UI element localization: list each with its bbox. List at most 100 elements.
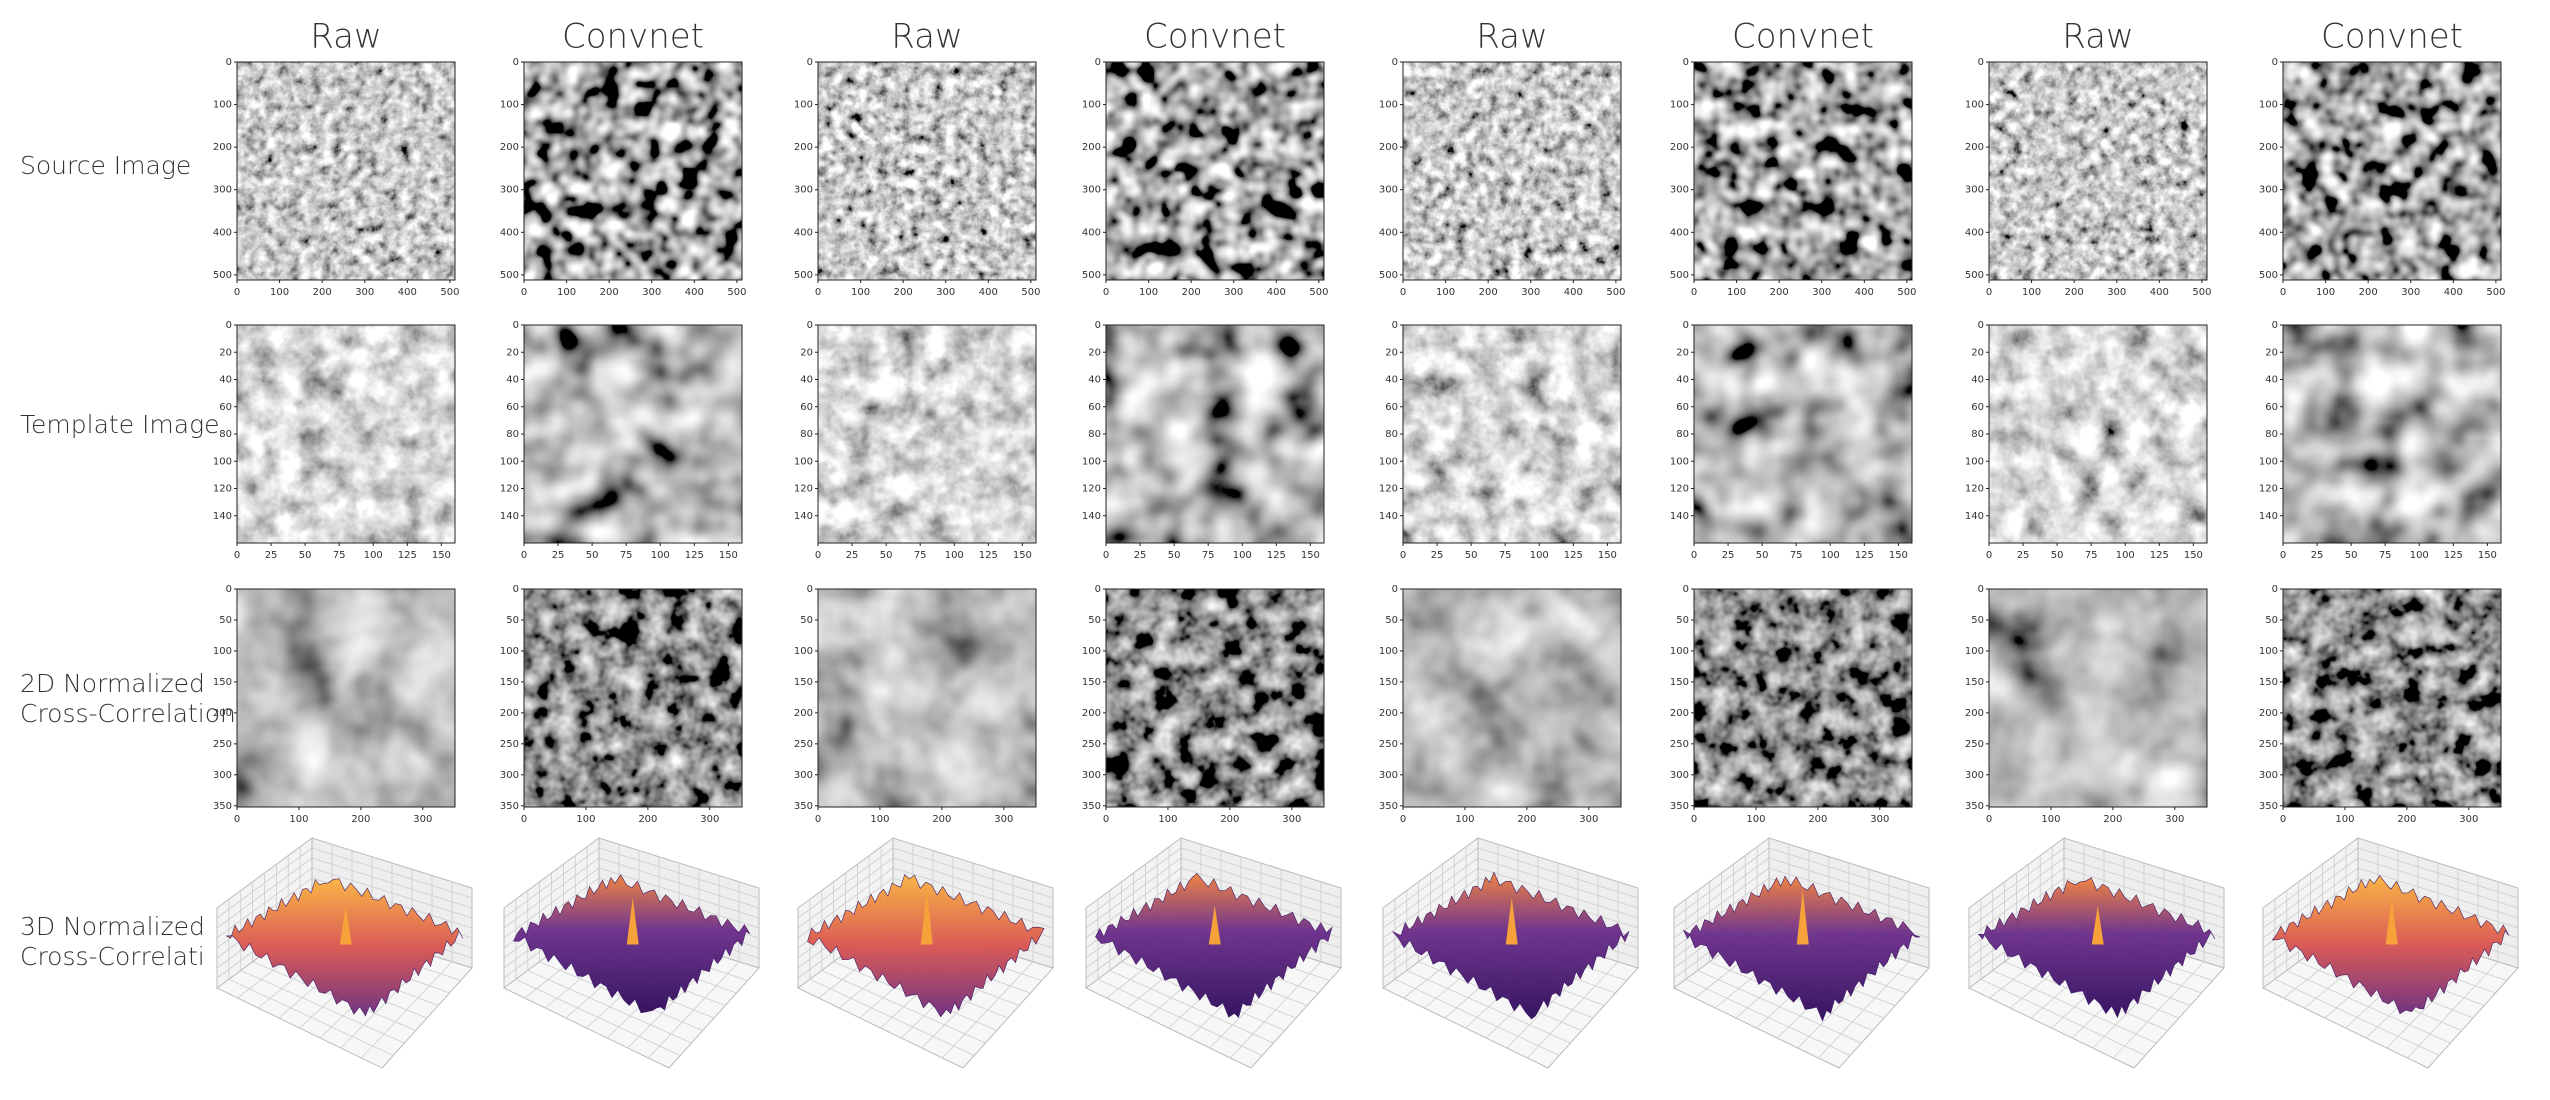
x-tick-label: 500 — [1021, 287, 1040, 298]
panel-image — [1403, 589, 1621, 807]
x-tick-label: 75 — [2379, 550, 2392, 561]
y-tick-label: 100 — [213, 100, 232, 111]
y-tick-label: 60 — [1971, 402, 1984, 413]
column-title: Raw — [891, 17, 963, 57]
grid-line — [1477, 857, 1639, 909]
surface — [225, 878, 464, 1017]
y-tick-label: 100 — [1082, 456, 1101, 467]
x-tick-label: 125 — [2150, 550, 2169, 561]
y-tick-label: 20 — [1971, 347, 1984, 358]
y-tick-label: 200 — [1082, 142, 1101, 153]
x-tick-label: 150 — [1013, 550, 1032, 561]
peak — [626, 897, 639, 945]
grid-line — [1673, 857, 1770, 929]
y-tick-label: 300 — [1670, 185, 1689, 196]
y-tick-label: 350 — [1965, 801, 1984, 812]
y-tick-label: 200 — [1379, 142, 1398, 153]
x-tick-label: 75 — [1790, 550, 1803, 561]
grid-line — [1768, 847, 1930, 899]
y-tick-label: 250 — [500, 739, 519, 750]
x-tick-label: 200 — [351, 814, 370, 825]
grid-line — [1968, 847, 2065, 919]
y-tick-label: 60 — [2265, 402, 2278, 413]
y-tick-label: 100 — [1082, 646, 1101, 657]
grid-line — [797, 857, 894, 929]
x-tick-label: 0 — [1986, 550, 1992, 561]
x-tick-label: 150 — [1301, 550, 1320, 561]
x-tick-label: 25 — [2017, 550, 2030, 561]
peak — [339, 905, 352, 945]
x-tick-label: 200 — [2397, 814, 2416, 825]
y-tick-label: 40 — [1385, 375, 1398, 386]
grid-line — [1673, 847, 1770, 919]
x-tick-label: 300 — [936, 287, 955, 298]
y-tick-label: 50 — [219, 615, 232, 626]
y-tick-label: 140 — [1965, 511, 1984, 522]
x-tick-label: 100 — [1436, 287, 1455, 298]
panel-image — [1106, 62, 1324, 280]
grid-line — [2063, 857, 2225, 909]
x-tick-label: 0 — [234, 814, 240, 825]
grid-line — [1673, 877, 1770, 949]
panel-frame — [236, 61, 456, 281]
x-tick-label: 0 — [521, 814, 527, 825]
x-tick-label: 200 — [1770, 287, 1789, 298]
y-tick-label: 50 — [1385, 615, 1398, 626]
grid-line — [2262, 867, 2359, 939]
grid-line — [311, 847, 473, 899]
surface — [2271, 875, 2510, 1015]
peak — [1505, 897, 1518, 945]
x-tick-label: 100 — [2022, 287, 2041, 298]
panel-image — [1989, 589, 2207, 807]
y-tick-label: 200 — [2259, 708, 2278, 719]
y-tick-label: 120 — [213, 484, 232, 495]
y-tick-label: 80 — [1088, 429, 1101, 440]
x-tick-label: 125 — [1267, 550, 1286, 561]
y-tick-label: 60 — [1088, 402, 1101, 413]
x-tick-label: 300 — [2107, 287, 2126, 298]
x-tick-label: 0 — [815, 814, 821, 825]
x-tick-label: 300 — [1521, 287, 1540, 298]
panel-image — [2283, 62, 2501, 280]
x-tick-label: 300 — [700, 814, 719, 825]
y-tick-label: 0 — [1392, 57, 1398, 68]
panel-frame — [1988, 588, 2208, 808]
x-tick-label: 125 — [979, 550, 998, 561]
y-tick-label: 500 — [1379, 270, 1398, 281]
panel-frame — [1105, 588, 1325, 808]
x-tick-label: 75 — [620, 550, 633, 561]
x-tick-label: 200 — [2103, 814, 2122, 825]
grid-line — [1085, 857, 1182, 929]
x-tick-label: 100 — [1139, 287, 1158, 298]
y-tick-label: 150 — [1670, 677, 1689, 688]
grid-line — [892, 867, 1054, 919]
y-tick-label: 50 — [2265, 615, 2278, 626]
y-tick-label: 100 — [2259, 100, 2278, 111]
x-tick-label: 400 — [398, 287, 417, 298]
x-tick-label: 0 — [2280, 287, 2286, 298]
y-tick-label: 20 — [1088, 347, 1101, 358]
x-tick-label: 0 — [2280, 814, 2286, 825]
y-tick-label: 400 — [500, 227, 519, 238]
x-tick-label: 25 — [846, 550, 859, 561]
y-tick-label: 300 — [1082, 770, 1101, 781]
y-tick-label: 40 — [1676, 375, 1689, 386]
x-tick-label: 0 — [521, 287, 527, 298]
y-tick-label: 0 — [226, 320, 232, 331]
y-tick-label: 120 — [1379, 484, 1398, 495]
x-tick-label: 0 — [2280, 550, 2286, 561]
grid-line — [2407, 961, 2499, 1059]
y-tick-label: 60 — [1676, 402, 1689, 413]
grid-line — [311, 857, 473, 909]
y-tick-label: 250 — [794, 739, 813, 750]
column-title: Convnet — [2321, 17, 2463, 57]
y-tick-label: 200 — [1670, 708, 1689, 719]
x-tick-label: 200 — [1808, 814, 1827, 825]
grid-line — [1085, 847, 1182, 919]
x-tick-label: 100 — [270, 287, 289, 298]
y-tick-label: 60 — [219, 402, 232, 413]
y-tick-label: 0 — [1978, 584, 1984, 595]
y-tick-label: 0 — [2272, 57, 2278, 68]
y-tick-label: 200 — [794, 142, 813, 153]
y-tick-label: 0 — [1978, 320, 1984, 331]
